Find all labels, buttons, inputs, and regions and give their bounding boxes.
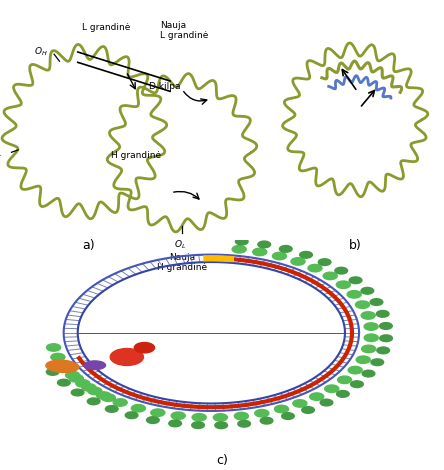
Circle shape — [361, 288, 374, 294]
Circle shape — [253, 248, 267, 256]
Circle shape — [57, 363, 71, 370]
Circle shape — [101, 394, 115, 401]
Circle shape — [356, 356, 370, 363]
Text: $O_H$: $O_H$ — [216, 235, 233, 249]
Circle shape — [320, 399, 333, 406]
Circle shape — [69, 375, 83, 382]
Circle shape — [87, 398, 100, 405]
Circle shape — [279, 245, 292, 252]
Circle shape — [131, 405, 145, 412]
Circle shape — [377, 347, 389, 354]
Circle shape — [370, 299, 383, 306]
Circle shape — [97, 392, 111, 399]
Circle shape — [302, 407, 314, 413]
Circle shape — [169, 420, 182, 427]
Ellipse shape — [110, 349, 143, 366]
Circle shape — [105, 406, 118, 412]
Circle shape — [171, 412, 185, 419]
Text: $O_L$: $O_L$ — [174, 239, 186, 251]
Text: Nauja
L grandinė: Nauja L grandinė — [160, 21, 208, 40]
Circle shape — [125, 412, 138, 419]
Circle shape — [309, 393, 324, 400]
Text: Topoizomerazė: Topoizomerazė — [55, 410, 133, 421]
Text: D kilpa: D kilpa — [149, 82, 180, 92]
Circle shape — [351, 381, 363, 388]
Circle shape — [273, 252, 286, 260]
Circle shape — [336, 281, 350, 289]
Circle shape — [308, 265, 322, 272]
Text: DNR γ polimerazė: DNR γ polimerazė — [150, 320, 257, 333]
Circle shape — [82, 384, 96, 391]
Circle shape — [192, 414, 206, 421]
Circle shape — [356, 301, 369, 308]
Circle shape — [192, 422, 204, 429]
Circle shape — [323, 272, 337, 280]
Circle shape — [151, 409, 165, 416]
Circle shape — [51, 353, 65, 361]
Circle shape — [318, 259, 331, 266]
Circle shape — [238, 420, 250, 427]
Circle shape — [281, 413, 294, 419]
Circle shape — [349, 277, 362, 283]
Text: b): b) — [349, 239, 361, 252]
Circle shape — [377, 311, 389, 317]
Text: $O_L$: $O_L$ — [0, 146, 3, 158]
Circle shape — [347, 290, 361, 298]
Circle shape — [371, 359, 384, 366]
Text: Helikazė: Helikazė — [180, 342, 227, 352]
Ellipse shape — [84, 361, 106, 369]
Circle shape — [380, 322, 392, 329]
Circle shape — [335, 267, 348, 274]
Circle shape — [325, 385, 339, 392]
Circle shape — [380, 335, 392, 342]
Text: c): c) — [216, 454, 228, 467]
Ellipse shape — [134, 343, 155, 353]
Circle shape — [361, 312, 375, 319]
Circle shape — [258, 241, 270, 248]
Circle shape — [362, 370, 375, 377]
Circle shape — [364, 334, 378, 342]
Circle shape — [76, 380, 90, 387]
Circle shape — [47, 344, 61, 351]
Circle shape — [215, 422, 227, 429]
Circle shape — [337, 376, 352, 384]
Circle shape — [300, 251, 312, 258]
Circle shape — [291, 258, 305, 265]
Circle shape — [235, 238, 248, 245]
Circle shape — [46, 368, 59, 375]
Circle shape — [260, 417, 273, 424]
Text: a): a) — [83, 239, 95, 252]
Circle shape — [234, 412, 248, 420]
Text: $O_H$: $O_H$ — [34, 46, 48, 58]
Circle shape — [232, 245, 246, 253]
Circle shape — [361, 345, 376, 352]
Circle shape — [337, 391, 349, 397]
Text: Mt DNR: Mt DNR — [174, 290, 232, 305]
Circle shape — [113, 399, 127, 406]
Circle shape — [255, 409, 269, 417]
Circle shape — [213, 414, 227, 421]
Circle shape — [59, 365, 73, 372]
Circle shape — [348, 367, 362, 374]
Circle shape — [88, 387, 102, 395]
Text: Nauja
H grandinė: Nauja H grandinė — [157, 253, 207, 272]
Ellipse shape — [46, 360, 79, 372]
Circle shape — [274, 405, 289, 413]
Text: L grandinė: L grandinė — [82, 23, 131, 32]
Text: H grandinė: H grandinė — [111, 150, 161, 160]
Circle shape — [66, 371, 79, 379]
Circle shape — [293, 400, 307, 407]
Circle shape — [58, 379, 70, 386]
Circle shape — [364, 323, 378, 330]
Text: Mt SSB: Mt SSB — [337, 410, 374, 421]
Text: $O_L$: $O_L$ — [49, 354, 63, 368]
Circle shape — [147, 417, 159, 423]
Circle shape — [71, 389, 84, 396]
